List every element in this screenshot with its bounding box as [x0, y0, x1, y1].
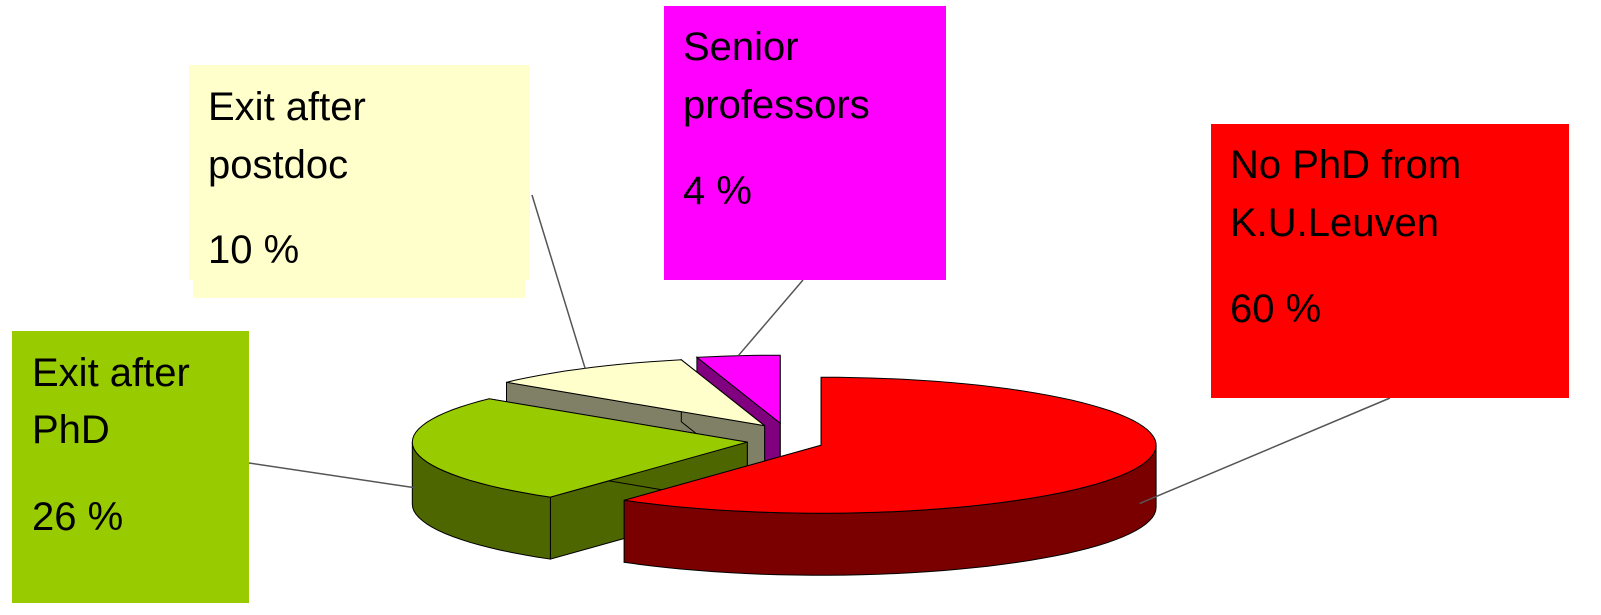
callout-no-phd-box [1211, 124, 1569, 398]
callout-exit-postdoc-box [189, 65, 530, 280]
callout-no-phd-percent: 60 % [1230, 287, 1321, 331]
callout-senior-percent: 4 % [683, 169, 752, 213]
callout-exit-postdoc-name-line-1: Exit after [208, 85, 366, 129]
slice-top-face [624, 376, 1157, 514]
callout-exit-phd-name-line-1: Exit after [32, 351, 190, 395]
slice-top-face [411, 398, 748, 498]
callout-exit-phd-percent: 26 % [32, 495, 123, 539]
leader-lines [248, 194, 1391, 505]
leader-line [737, 279, 804, 357]
callout-senior-professors: Senior professors 4 % [664, 6, 946, 280]
callout-senior-name-line-2: professors [683, 83, 870, 127]
callout-exit-postdoc-box-ledge [193, 278, 525, 298]
callout-exit-phd-name-line-2: PhD [32, 408, 110, 452]
callout-no-phd-name-line-1: No PhD from [1230, 143, 1461, 187]
pie-slices [411, 354, 1157, 576]
callout-exit-after-postdoc: Exit after postdoc 10 % [189, 65, 530, 298]
callout-exit-phd-box [12, 331, 249, 603]
callout-exit-postdoc-name-line-2: postdoc [208, 143, 348, 187]
leader-line [1139, 397, 1391, 505]
leader-line [248, 462, 416, 489]
leader-line [531, 194, 586, 369]
callout-no-phd: No PhD from K.U.Leuven 60 % [1211, 124, 1569, 398]
callout-exit-postdoc-percent: 10 % [208, 228, 299, 272]
pie-slice [623, 376, 1157, 576]
callout-no-phd-name-line-2: K.U.Leuven [1230, 201, 1439, 245]
callout-senior-name-line-1: Senior [683, 25, 799, 69]
slice-top-face [506, 359, 765, 427]
callout-exit-after-phd: Exit after PhD 26 % [12, 331, 249, 603]
callout-senior-box [664, 6, 946, 280]
